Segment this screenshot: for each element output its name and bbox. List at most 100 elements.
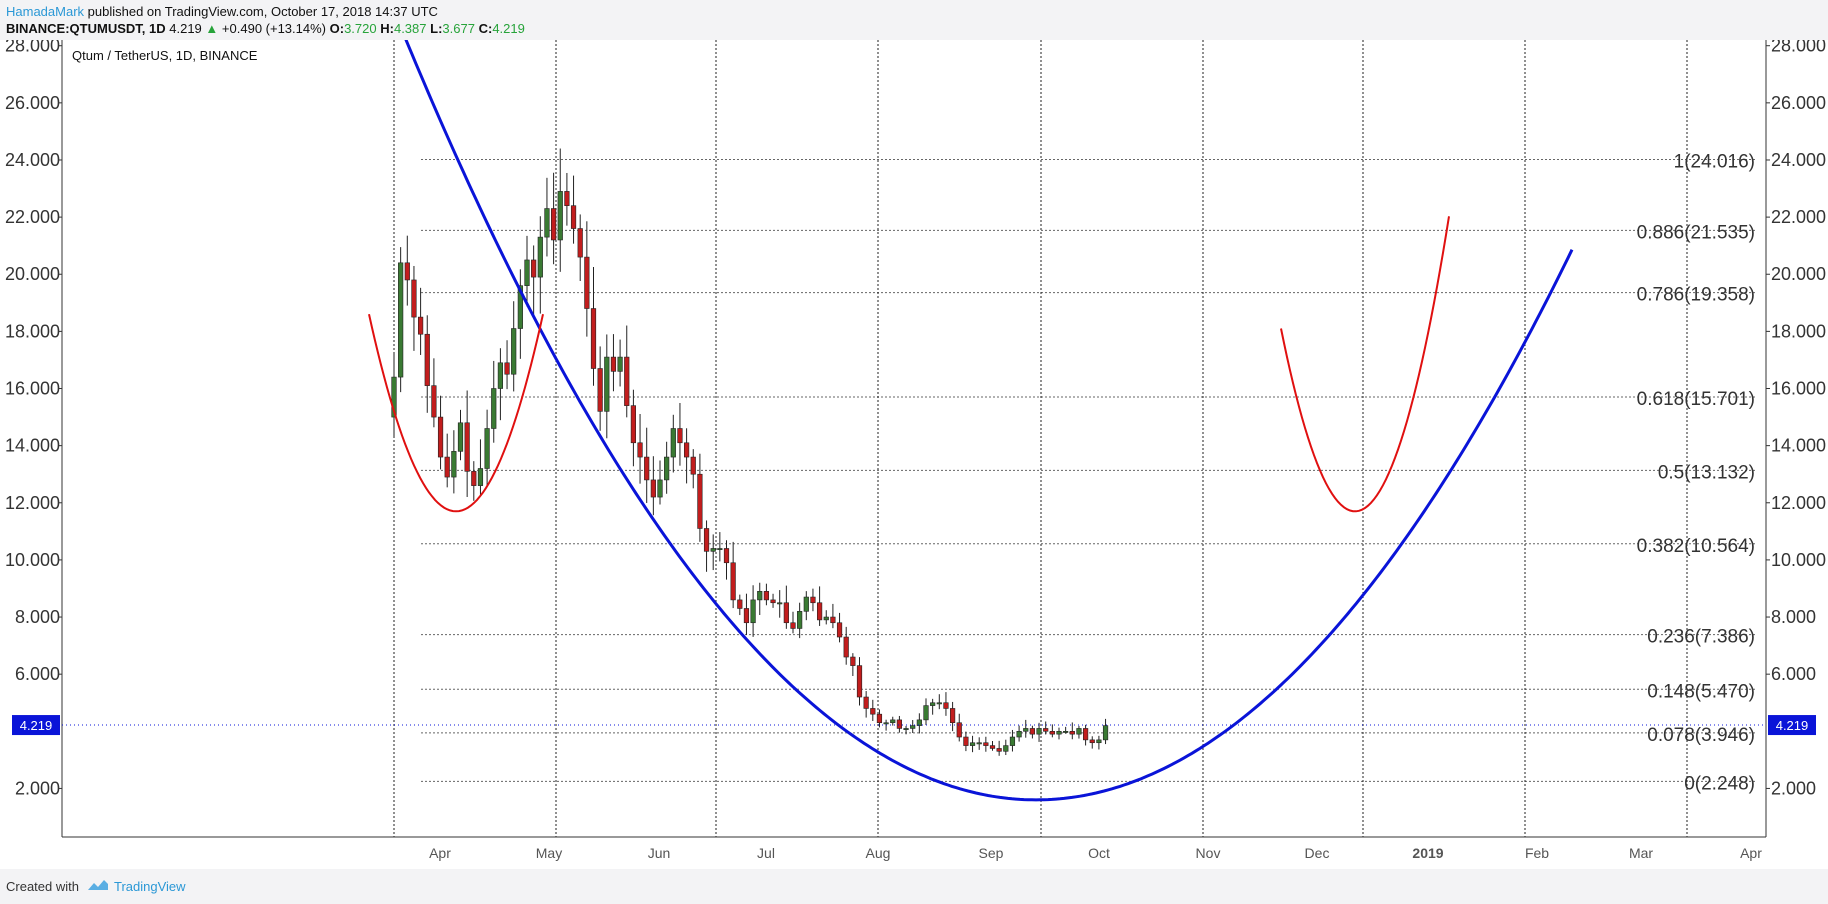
- candle-body: [1016, 731, 1022, 738]
- y-tick-label-right: 16.000: [1771, 379, 1826, 399]
- candle-body: [989, 745, 996, 749]
- candle-body: [504, 362, 510, 375]
- candle-body: [903, 728, 909, 730]
- y-tick-label-right: 8.000: [1771, 607, 1816, 627]
- y-tick-label-right: 10.000: [1771, 550, 1826, 570]
- candle-body: [783, 602, 789, 624]
- fib-level-label: 0.618(15.701): [1637, 389, 1755, 410]
- candle-body: [697, 473, 703, 529]
- y-tick-label-left: 18.000: [5, 321, 60, 341]
- candle-body: [843, 636, 849, 658]
- candle-body: [830, 616, 836, 624]
- candle-body: [983, 742, 989, 746]
- candle-body: [1029, 728, 1035, 735]
- candle-body: [657, 479, 663, 498]
- candle-body: [577, 228, 583, 258]
- high-value: 4.387: [393, 21, 427, 36]
- fib-level-label: 0.382(10.564): [1637, 536, 1755, 557]
- y-tick-label-left: 26.000: [5, 93, 60, 113]
- candle-body: [850, 656, 856, 666]
- candle-body: [411, 279, 417, 318]
- candle-body: [1056, 731, 1062, 735]
- y-tick-label-left: 24.000: [5, 150, 60, 170]
- candle-body: [1096, 739, 1102, 744]
- candle-body: [444, 456, 450, 478]
- cup-curve-right: [1280, 216, 1450, 513]
- candle-body: [398, 262, 404, 378]
- y-tick-label-left: 6.000: [15, 664, 60, 684]
- candle-body: [737, 599, 743, 609]
- candle-body: [797, 611, 803, 629]
- candle-body: [637, 442, 643, 458]
- x-tick-label: Dec: [1305, 845, 1330, 861]
- candle-body: [883, 722, 889, 725]
- candle-body: [604, 356, 610, 412]
- candle-body: [876, 713, 883, 724]
- candle-body: [836, 622, 843, 638]
- candle-body: [417, 316, 424, 335]
- candle-body: [896, 719, 902, 729]
- last-price-badge-right: [1768, 715, 1816, 736]
- y-tick-label-left: 10.000: [5, 550, 60, 570]
- candle-body: [517, 285, 523, 329]
- y-tick-label-right: 20.000: [1771, 264, 1826, 284]
- x-tick-label: Sep: [979, 845, 1004, 861]
- chart-area[interactable]: Apr May Jun Jul Aug Sep Oct Nov Dec 2019 Feb Mar Apr…: [0, 34, 1828, 869]
- candle-body: [1049, 731, 1055, 735]
- candle-body: [524, 259, 530, 286]
- x-tick-label: May: [536, 845, 562, 861]
- author-link[interactable]: HamadaMark: [6, 4, 85, 19]
- candle-body: [511, 328, 517, 375]
- fib-level-label: 0(2.248): [1684, 773, 1755, 794]
- x-tick-label: Aug: [866, 845, 891, 861]
- candle-body: [1076, 728, 1082, 735]
- candle-body: [610, 356, 617, 372]
- candle-body: [949, 708, 956, 724]
- y-tick-label-left: 8.000: [15, 607, 60, 627]
- candle-body: [484, 428, 490, 469]
- y-tick-label-right: 14.000: [1771, 436, 1826, 456]
- ohlc-line: BINANCE:QTUMUSDT, 1D 4.219 ▲ +0.490 (+13…: [6, 21, 525, 36]
- candle-body: [564, 191, 570, 206]
- x-tick-label: Apr: [1740, 845, 1762, 861]
- candle-body: [683, 442, 690, 458]
- fib-level-label: 1(24.016): [1674, 152, 1755, 173]
- publish-line: HamadaMark published on TradingView.com,…: [6, 4, 438, 19]
- candle-body: [703, 528, 710, 552]
- candle-body: [650, 479, 656, 498]
- candle-body: [770, 599, 776, 604]
- y-tick-label-right: 28.000: [1771, 40, 1826, 56]
- y-tick-label-left: 14.000: [5, 436, 60, 456]
- y-tick-label-right: 22.000: [1771, 207, 1826, 227]
- candle-body: [863, 696, 869, 709]
- candle-body: [823, 616, 829, 621]
- candle-body: [451, 451, 457, 478]
- candle-body: [404, 262, 410, 281]
- y-tick-label-right: 26.000: [1771, 93, 1826, 113]
- candle-body: [670, 428, 676, 458]
- candle-body: [810, 596, 816, 604]
- parabolic-curve-large: [402, 34, 1574, 802]
- price-chart[interactable]: Apr May Jun Jul Aug Sep Oct Nov Dec 2019 Feb Mar Apr…: [0, 34, 1828, 869]
- last-price-label-left: 4.219: [20, 718, 53, 733]
- candle-body: [550, 208, 557, 241]
- fib-level-label: 0.786(19.358): [1637, 285, 1755, 306]
- up-arrow-icon: ▲: [205, 21, 219, 36]
- candle-body: [923, 705, 929, 721]
- low-value: 3.677: [442, 21, 475, 36]
- y-tick-label-right: 18.000: [1771, 321, 1826, 341]
- candle-body: [431, 385, 437, 418]
- x-tick-label: Oct: [1088, 845, 1110, 861]
- candle-body: [624, 356, 630, 406]
- candle-body: [1069, 731, 1075, 735]
- last-price-label-right: 4.219: [1776, 718, 1809, 733]
- candle-body: [870, 708, 876, 715]
- tradingview-link[interactable]: TradingView: [114, 879, 186, 894]
- candle-body: [531, 259, 537, 278]
- candle-body: [777, 602, 783, 605]
- candle-body: [617, 356, 623, 372]
- candle-body: [750, 599, 756, 624]
- candle-body: [664, 456, 670, 481]
- candle-body: [471, 471, 477, 486]
- change-value: +0.490 (+13.14%): [221, 21, 326, 36]
